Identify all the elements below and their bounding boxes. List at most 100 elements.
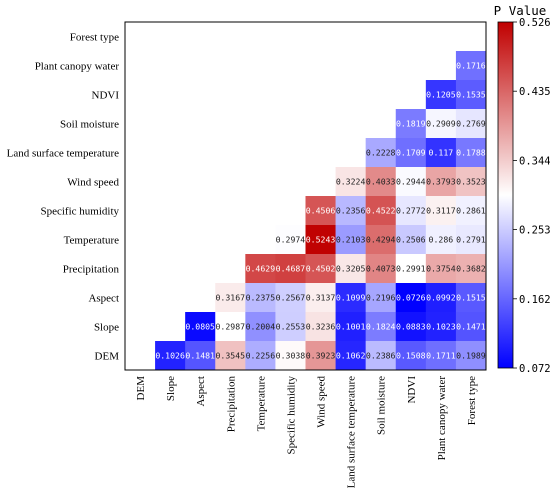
heatmap-cell: [455, 341, 487, 371]
cell-value-label: 0.0726: [396, 293, 426, 303]
cell-value-label: 0.1023: [426, 322, 456, 332]
heatmap-cell: [155, 341, 186, 371]
cell-value-label: 0.4629: [246, 264, 276, 274]
x-tick-label: Slope: [165, 376, 177, 401]
colorbar-tick-label: 0.2536: [519, 225, 550, 237]
heatmap-cell: [455, 167, 487, 197]
cell-value-label: 0.3137: [306, 293, 336, 303]
cell-value-label: 0.1709: [396, 148, 426, 158]
x-tick-label: Plant canopy water: [436, 376, 448, 461]
cell-value-label: 0.1026: [155, 351, 185, 361]
heatmap-cell: [215, 312, 246, 342]
cell-value-label: 0.2944: [396, 177, 426, 187]
y-tick-label: Aspect: [88, 293, 119, 305]
heatmap-cell: [395, 109, 427, 139]
x-tick-label: Soil moisture: [376, 376, 388, 435]
x-tick-label: Forest type: [466, 376, 478, 425]
cell-value-label: 0.2228: [366, 148, 396, 158]
heatmap-cell: [275, 341, 306, 371]
heatmap-cell: [455, 80, 487, 110]
heatmap-cell: [335, 341, 366, 371]
cell-value-label: 0.4502: [306, 264, 336, 274]
heatmap-cell: [245, 254, 276, 284]
cell-value-label: 0.1062: [336, 351, 366, 361]
heatmap-cell: [365, 196, 397, 226]
heatmap-cell: [395, 167, 427, 197]
cell-value-label: 0.1788: [456, 148, 486, 158]
plot-frame: [124, 21, 487, 371]
cell-value-label: 0.3224: [336, 177, 366, 187]
cell-value-label: 0.3236: [306, 322, 336, 332]
heatmap-cell: [455, 312, 487, 342]
y-axis-labels: Forest type Plant canopy water NDVI Soil mo…: [7, 32, 120, 363]
heatmap-cell: [455, 138, 487, 168]
heatmap-cell: [275, 254, 306, 284]
cell-value-label: 0.4073: [366, 264, 396, 274]
cell-value-label: 0.2506: [396, 235, 426, 245]
cell-value-label: 0.1535: [456, 90, 486, 100]
heatmap-cell: [365, 312, 397, 342]
heatmap-cell: [425, 312, 457, 342]
cell-value-label: 0.3545: [216, 351, 246, 361]
cell-value-label: 0.5243: [306, 235, 336, 245]
y-tick-label: DEM: [95, 351, 120, 363]
heatmap-cell: [425, 283, 457, 313]
cell-value-label: 0.1508: [396, 351, 426, 361]
y-tick-label: NDVI: [92, 90, 120, 102]
y-tick-label: Specific humidity: [40, 206, 119, 218]
heatmap-cell: [365, 283, 397, 313]
heatmap-cell: [365, 341, 397, 371]
heatmap-cell: [395, 341, 427, 371]
cell-value-label: 0.1716: [456, 61, 486, 71]
heatmap-cell: [335, 167, 366, 197]
x-tick-label: Aspect: [195, 376, 207, 407]
cell-value-label: 0.3754: [426, 264, 456, 274]
cell-value-label: 0.2375: [246, 293, 276, 303]
y-tick-label: Precipitation: [63, 264, 120, 276]
cell-value-label: 0.2769: [456, 119, 486, 129]
heatmap-cell: [365, 167, 397, 197]
cell-value-label: 0.3117: [426, 206, 456, 216]
cell-value-label: 0.1481: [185, 351, 215, 361]
heatmap-cell: [305, 196, 336, 226]
cell-value-label: 0.4506: [306, 206, 336, 216]
cell-value-label: 0.2974: [276, 235, 306, 245]
heatmap-cell: [395, 312, 427, 342]
cell-value-label: 0.4033: [366, 177, 396, 187]
heatmap-cell: [245, 341, 276, 371]
y-tick-label: Forest type: [70, 32, 119, 44]
cell-value-label: 0.1515: [456, 293, 486, 303]
heatmap-cell: [305, 254, 336, 284]
heatmap-cell: [335, 225, 366, 255]
heatmap-cell: [305, 312, 336, 342]
colorbar-gradient: [497, 21, 514, 369]
colorbar-title: P Value: [494, 3, 547, 18]
heatmap-cell: [395, 283, 427, 313]
heatmap-cell: [395, 254, 427, 284]
cell-value-label: 0.0992: [426, 293, 456, 303]
y-tick-label: Temperature: [64, 235, 120, 247]
colorbar-tick-label: 0.4352: [519, 86, 550, 98]
cell-value-label: 0.2791: [456, 235, 486, 245]
heatmap-cell: [365, 254, 397, 284]
heatmap-cell: [425, 109, 457, 139]
cell-value-label: 0.2987: [216, 322, 246, 332]
cell-value-label: 0.2553: [276, 322, 306, 332]
cell-value-label: 0.4522: [366, 206, 396, 216]
cell-value-label: 0.0805: [185, 322, 215, 332]
heatmap-cell: [305, 225, 336, 255]
cell-value-label: 0.3793: [426, 177, 456, 187]
colorbar-tick-label: 0.5260: [519, 17, 550, 29]
y-tick-label: Plant canopy water: [35, 61, 120, 73]
heatmap-cell: [335, 254, 366, 284]
heatmap-cell: [215, 283, 246, 313]
cell-value-label: 0.3205: [336, 264, 366, 274]
x-tick-label: Specific humidity: [285, 376, 297, 455]
heatmap-cell: [395, 196, 427, 226]
y-tick-label: Land surface temperature: [7, 148, 119, 160]
heatmap-cell: [335, 196, 366, 226]
heatmap-cell: [275, 283, 306, 313]
heatmap-cell: [425, 167, 457, 197]
colorbar: P Value 0.07200.16280.25360.34440.43520.…: [494, 3, 550, 375]
y-tick-label: Soil moisture: [60, 119, 119, 131]
